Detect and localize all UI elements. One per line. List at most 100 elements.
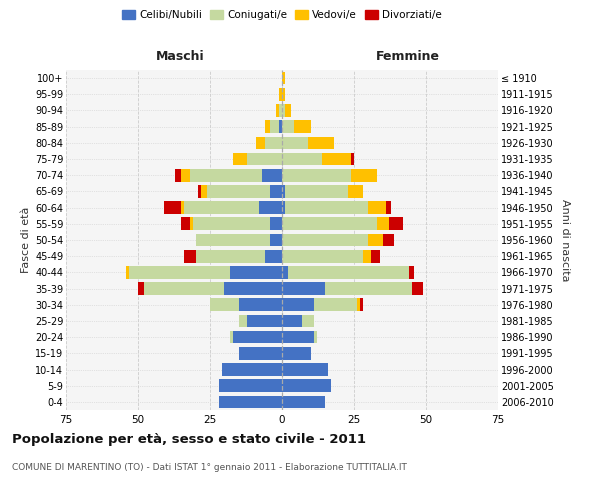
Bar [199,185,202,198]
Bar [233,152,247,166]
Bar [239,347,282,360]
Bar [184,202,259,214]
Y-axis label: Anni di nascita: Anni di nascita [560,198,571,281]
Bar [196,250,265,262]
Bar [282,169,351,181]
Bar [357,298,360,311]
Bar [412,282,423,295]
Bar [184,250,196,262]
Bar [389,218,403,230]
Bar [265,120,271,133]
Text: COMUNE DI MARENTINO (TO) - Dati ISTAT 1° gennaio 2011 - Elaborazione TUTTITALIA.: COMUNE DI MARENTINO (TO) - Dati ISTAT 1°… [12,462,407,471]
Bar [230,266,282,278]
Bar [282,347,311,360]
Bar [282,136,308,149]
Bar [285,185,348,198]
Bar [351,169,377,181]
Bar [190,218,193,230]
Bar [282,202,285,214]
Bar [362,250,371,262]
Bar [271,218,282,230]
Bar [247,314,282,328]
Bar [233,331,282,344]
Bar [221,363,282,376]
Bar [230,331,233,344]
Bar [325,282,412,295]
Legend: Celibi/Nubili, Coniugati/e, Vedovi/e, Divorziati/e: Celibi/Nubili, Coniugati/e, Vedovi/e, Di… [121,8,443,22]
Bar [285,104,290,117]
Bar [348,185,362,198]
Bar [207,185,271,198]
Bar [282,266,288,278]
Bar [282,152,322,166]
Bar [288,266,409,278]
Bar [265,250,282,262]
Bar [181,202,184,214]
Bar [181,169,190,181]
Bar [302,314,314,328]
Bar [144,282,224,295]
Bar [271,185,282,198]
Text: Maschi: Maschi [155,50,205,62]
Bar [383,234,394,246]
Bar [282,72,285,85]
Bar [127,266,130,278]
Text: Popolazione per età, sesso e stato civile - 2011: Popolazione per età, sesso e stato civil… [12,432,366,446]
Bar [282,88,285,101]
Bar [239,314,247,328]
Bar [282,314,302,328]
Bar [175,169,181,181]
Bar [210,298,239,311]
Bar [282,363,328,376]
Bar [282,380,331,392]
Bar [218,396,282,408]
Bar [371,250,380,262]
Bar [282,185,285,198]
Bar [282,298,314,311]
Bar [262,169,282,181]
Bar [377,218,389,230]
Bar [282,250,362,262]
Bar [282,331,314,344]
Bar [314,298,357,311]
Bar [282,396,325,408]
Bar [164,202,181,214]
Bar [218,380,282,392]
Bar [224,282,282,295]
Bar [259,202,282,214]
Bar [368,202,386,214]
Bar [196,234,271,246]
Bar [138,282,144,295]
Bar [202,185,207,198]
Bar [282,120,293,133]
Bar [190,169,262,181]
Bar [322,152,351,166]
Bar [271,120,279,133]
Bar [256,136,265,149]
Bar [181,218,190,230]
Bar [282,218,377,230]
Bar [239,298,282,311]
Bar [351,152,354,166]
Bar [308,136,334,149]
Bar [265,136,282,149]
Bar [247,152,282,166]
Y-axis label: Fasce di età: Fasce di età [20,207,31,273]
Bar [409,266,415,278]
Bar [360,298,362,311]
Bar [285,202,368,214]
Text: Femmine: Femmine [376,50,440,62]
Bar [279,120,282,133]
Bar [386,202,391,214]
Bar [282,282,325,295]
Bar [293,120,311,133]
Bar [271,234,282,246]
Bar [314,331,317,344]
Bar [276,104,279,117]
Bar [279,104,282,117]
Bar [130,266,230,278]
Bar [193,218,271,230]
Bar [279,88,282,101]
Bar [282,234,368,246]
Bar [368,234,383,246]
